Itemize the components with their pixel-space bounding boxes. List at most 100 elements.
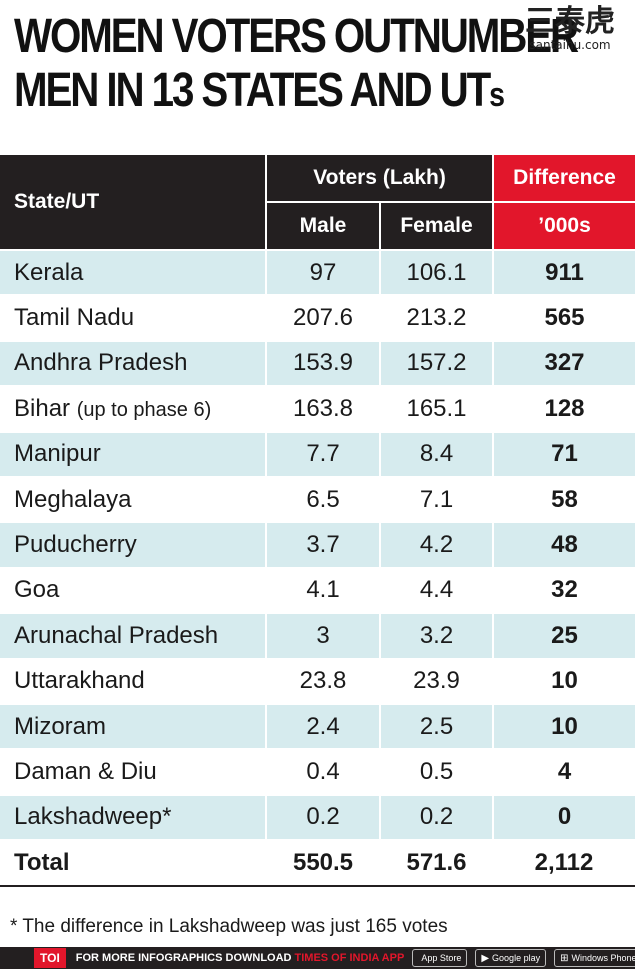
table-row: Andhra Pradesh 153.9 157.2 327 xyxy=(0,339,635,388)
table-row: Kerala 97 106.1 911 xyxy=(0,248,635,297)
store-badge-label: App Store xyxy=(421,953,462,963)
row-difference: 565 xyxy=(492,294,635,342)
table-row: Uttarakhand 23.8 23.9 10 xyxy=(0,657,635,705)
table-row: Goa 4.1 4.4 32 xyxy=(0,566,635,615)
footer-bar: TOI FOR MORE INFOGRAPHICS DOWNLOAD TIMES… xyxy=(0,947,635,969)
row-state-name: Puducherry xyxy=(14,531,137,559)
header-female: Female xyxy=(378,202,495,251)
row-difference: 32 xyxy=(492,566,635,615)
header-male: Male xyxy=(265,202,381,251)
table-row: Arunachal Pradesh 3 3.2 25 xyxy=(0,612,635,660)
voters-table: State/UT Voters (Lakh) Difference Male F… xyxy=(0,155,635,888)
row-male: 0.2 xyxy=(265,793,381,842)
header-difference-unit: ’000s xyxy=(492,202,635,251)
row-female: 4.2 xyxy=(378,521,495,569)
row-difference: 911 xyxy=(492,248,635,297)
row-female: 23.9 xyxy=(378,657,495,705)
footnote: * The difference in Lakshadweep was just… xyxy=(10,916,448,937)
row-female: 106.1 xyxy=(378,248,495,297)
row-female: 7.1 xyxy=(378,475,495,524)
row-state-name: Andhra Pradesh xyxy=(14,349,188,377)
row-state: Daman & Diu xyxy=(0,748,267,796)
row-male: 3 xyxy=(265,612,381,660)
row-difference: 128 xyxy=(492,385,635,433)
row-female: 165.1 xyxy=(378,385,495,433)
total-difference: 2,112 xyxy=(493,839,635,888)
row-state: Bihar (up to phase 6) xyxy=(0,385,267,433)
table-body: Kerala 97 106.1 911 Tamil Nadu 207.6 213.2 565 A… xyxy=(0,248,635,842)
row-difference: 0 xyxy=(492,793,635,842)
header-voters: Voters (Lakh) xyxy=(264,155,495,203)
table-row: Puducherry 3.7 4.2 48 xyxy=(0,521,635,569)
table-row: Lakshadweep* 0.2 0.2 0 xyxy=(0,793,635,842)
row-state-name: Meghalaya xyxy=(14,485,132,513)
row-difference: 71 xyxy=(492,430,635,478)
row-female: 2.5 xyxy=(378,702,495,751)
total-male: 550.5 xyxy=(266,839,380,888)
row-state: Puducherry xyxy=(0,521,267,569)
total-row: Total 550.5 571.6 2,112 xyxy=(0,839,635,888)
row-state: Goa xyxy=(0,566,267,615)
watermark-logo: 三泰虎 xyxy=(525,4,615,39)
row-state-name: Lakshadweep* xyxy=(14,803,172,831)
row-female: 213.2 xyxy=(378,294,495,342)
watermark: 三泰虎 santaihu.com xyxy=(515,4,625,53)
row-male: 97 xyxy=(265,248,381,297)
row-male: 0.4 xyxy=(265,748,381,796)
total-female: 571.6 xyxy=(380,839,494,888)
row-male: 153.9 xyxy=(265,339,381,388)
table-row: Meghalaya 6.5 7.1 58 xyxy=(0,475,635,524)
store-badge[interactable]: ⊞ Windows Phone xyxy=(554,949,635,967)
store-badges: App Store ▶ Google play ⊞ Windows Phone xyxy=(404,949,635,967)
row-state-name: Tamil Nadu xyxy=(14,304,135,332)
row-male: 6.5 xyxy=(265,475,381,524)
row-difference: 58 xyxy=(492,475,635,524)
row-state: Manipur xyxy=(0,430,267,478)
row-state: Mizoram xyxy=(0,702,267,751)
title-line-2-main: MEN IN 13 STATES AND UT xyxy=(14,64,491,117)
row-male: 163.8 xyxy=(265,385,381,433)
row-female: 8.4 xyxy=(378,430,495,478)
row-state: Kerala xyxy=(0,248,267,297)
row-state: Tamil Nadu xyxy=(0,294,267,342)
row-female: 3.2 xyxy=(378,612,495,660)
row-difference: 327 xyxy=(492,339,635,388)
row-female: 157.2 xyxy=(378,339,495,388)
table-row: Manipur 7.7 8.4 71 xyxy=(0,430,635,478)
store-badge-label: Google play xyxy=(492,953,541,963)
row-difference: 48 xyxy=(492,521,635,569)
row-difference: 10 xyxy=(492,657,635,705)
toi-logo: TOI xyxy=(34,948,66,968)
title-line-2: MEN IN 13 STATES AND UTs xyxy=(14,64,518,122)
row-difference: 25 xyxy=(492,612,635,660)
title-line-2-suffix: s xyxy=(489,76,505,114)
watermark-url: santaihu.com xyxy=(529,38,611,52)
header-difference: Difference xyxy=(492,155,635,203)
footer-app-name: TIMES OF INDIA APP xyxy=(294,952,405,964)
row-male: 207.6 xyxy=(265,294,381,342)
row-state-note: (up to phase 6) xyxy=(76,398,212,421)
row-female: 0.2 xyxy=(378,793,495,842)
total-label: Total xyxy=(0,839,266,888)
table-row: Daman & Diu 0.4 0.5 4 xyxy=(0,748,635,796)
table-row: Bihar (up to phase 6) 163.8 165.1 128 xyxy=(0,385,635,433)
table-row: Mizoram 2.4 2.5 10 xyxy=(0,702,635,751)
title-line-1: WOMEN VOTERS OUTNUMBER xyxy=(14,10,579,63)
store-badge[interactable]: App Store xyxy=(412,949,468,967)
row-male: 3.7 xyxy=(265,521,381,569)
row-male: 23.8 xyxy=(265,657,381,705)
row-state: Lakshadweep* xyxy=(0,793,267,842)
row-female: 0.5 xyxy=(378,748,495,796)
row-male: 4.1 xyxy=(265,566,381,615)
row-male: 7.7 xyxy=(265,430,381,478)
row-female: 4.4 xyxy=(378,566,495,615)
row-state-name: Uttarakhand xyxy=(14,667,145,695)
footer-text: FOR MORE INFOGRAPHICS DOWNLOAD xyxy=(75,952,292,964)
store-badge-label: Windows Phone xyxy=(571,953,635,963)
row-male: 2.4 xyxy=(265,702,381,751)
row-state: Uttarakhand xyxy=(0,657,267,705)
store-badge[interactable]: ▶ Google play xyxy=(475,949,547,967)
row-state-name: Kerala xyxy=(14,258,84,286)
table-row: Tamil Nadu 207.6 213.2 565 xyxy=(0,294,635,342)
infographic-title: WOMEN VOTERS OUTNUMBER MEN IN 13 STATES … xyxy=(14,10,579,122)
